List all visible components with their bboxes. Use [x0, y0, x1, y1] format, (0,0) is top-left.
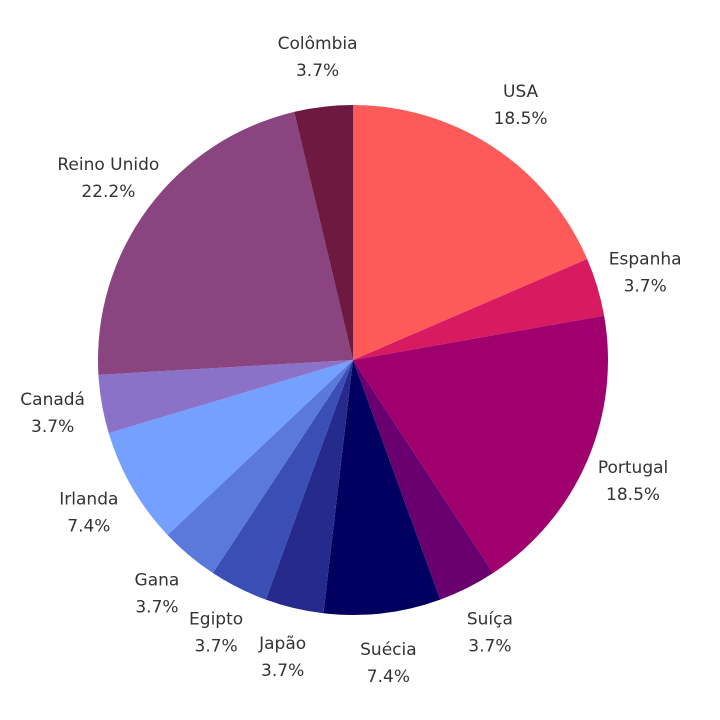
slice-label: Espanha: [609, 250, 682, 270]
pie-slice: [265, 360, 353, 614]
slice-label: Portugal: [598, 458, 668, 478]
value-label: 7.4%: [67, 517, 110, 537]
pie-slice: [294, 105, 353, 360]
pie-slice: [167, 360, 353, 574]
value-label: 18.5%: [494, 109, 548, 129]
value-label: 3.7%: [468, 637, 511, 657]
slice-label: Suíça: [467, 610, 513, 630]
pie-slice: [353, 105, 588, 360]
pie-slice: [212, 360, 353, 600]
pie-slice: [98, 360, 353, 434]
slice-label: USA: [503, 82, 539, 102]
slice-label: Egipto: [189, 610, 243, 630]
pie-slice: [353, 315, 608, 574]
slice-label: Irlanda: [59, 490, 118, 510]
pie-slice: [98, 111, 353, 375]
pie-slice: [353, 360, 494, 600]
value-label: 3.7%: [31, 417, 74, 437]
pie-slice: [323, 360, 441, 615]
value-label: 22.2%: [81, 182, 135, 202]
value-label: 7.4%: [367, 667, 410, 687]
value-label: 3.7%: [135, 598, 178, 618]
slice-label: Japão: [258, 634, 306, 654]
slice-label: Canadá: [20, 390, 85, 410]
value-label: 3.7%: [195, 637, 238, 657]
value-label: 18.5%: [606, 485, 660, 505]
pie-slice: [353, 258, 605, 360]
pie-slice: [108, 360, 353, 535]
slice-label: Gana: [135, 571, 180, 591]
slice-label: Colômbia: [278, 34, 358, 54]
slice-label: Suécia: [360, 640, 417, 660]
value-label: 3.7%: [624, 277, 667, 297]
value-label: 3.7%: [296, 61, 339, 81]
value-label: 3.7%: [261, 661, 304, 681]
slice-label: Reino Unido: [57, 155, 159, 175]
